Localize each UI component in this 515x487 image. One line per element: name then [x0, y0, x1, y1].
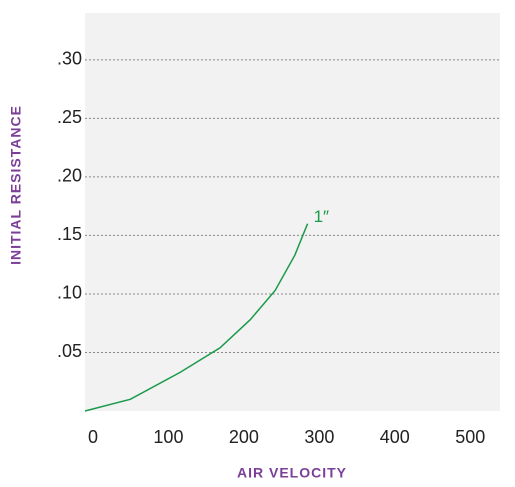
x-tick-label: 200: [229, 427, 259, 447]
y-tick-label: .25: [57, 107, 82, 127]
y-tick-label: .20: [57, 166, 82, 186]
y-tick-label: .30: [57, 49, 82, 69]
x-tick-label: 500: [455, 427, 485, 447]
x-tick-label: 300: [304, 427, 334, 447]
x-tick-label: 100: [153, 427, 183, 447]
plot-area: [85, 13, 500, 411]
x-tick-label: 0: [88, 427, 98, 447]
line-label: 1″: [314, 207, 329, 226]
x-axis-title: AIR VELOCITY: [237, 465, 347, 481]
y-tick-label: .15: [57, 224, 82, 244]
y-tick-label: .10: [57, 283, 82, 303]
x-tick-label: 400: [380, 427, 410, 447]
line: [84, 223, 309, 412]
y-tick-label: .05: [57, 341, 82, 361]
y-axis-title: INITIAL RESISTANCE: [8, 105, 24, 265]
